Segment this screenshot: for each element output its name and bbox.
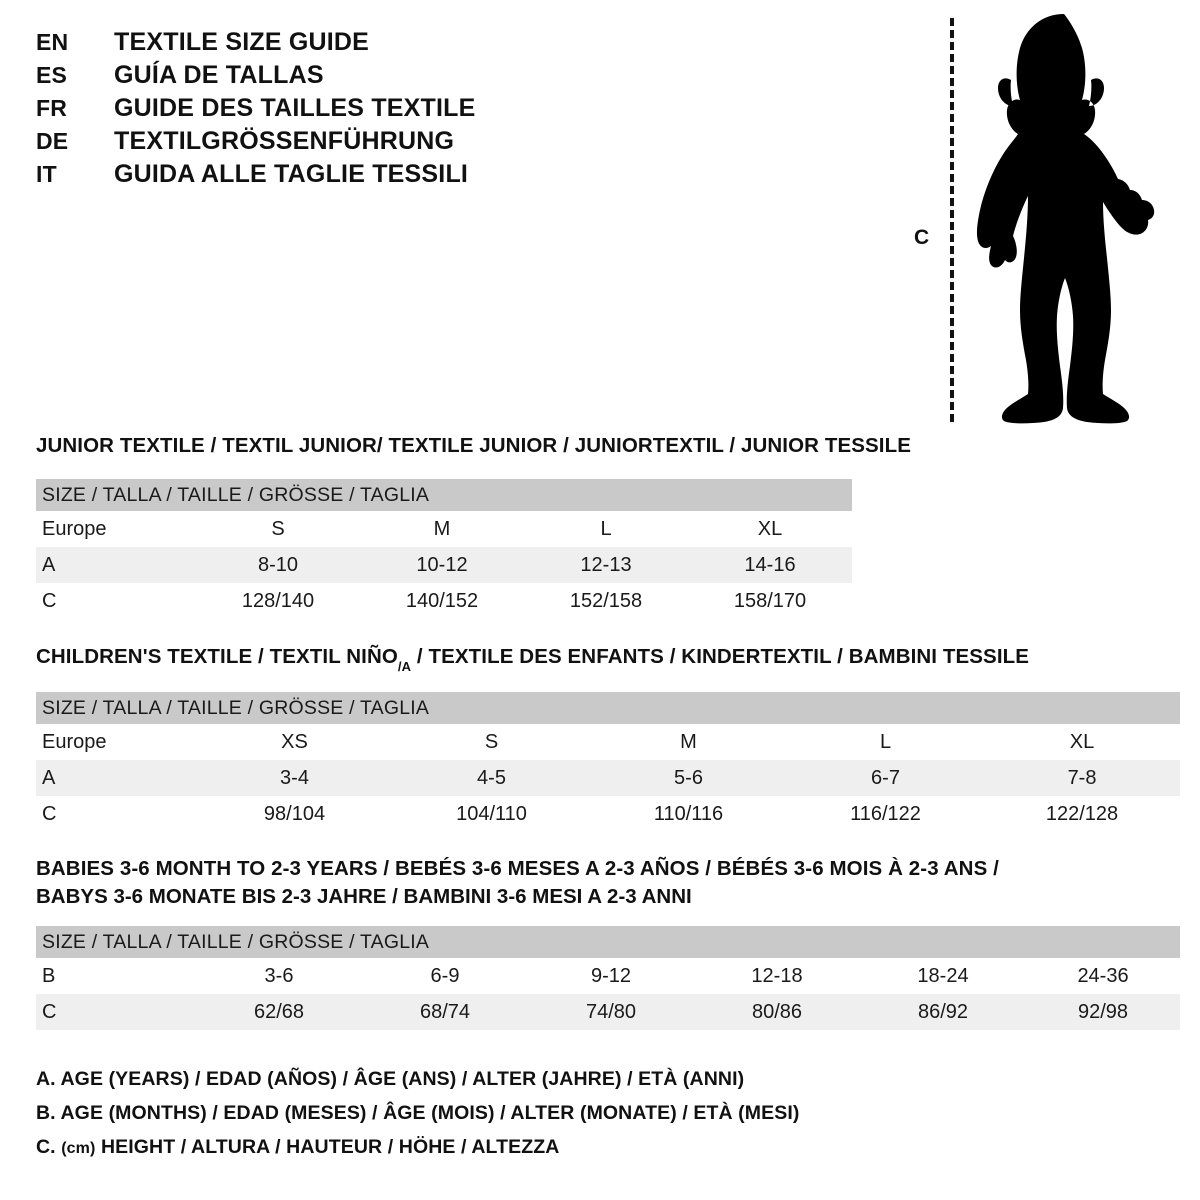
height-measure-label: C [914,226,930,249]
children-age-xl: 7-8 [984,760,1181,796]
children-height-l: 116/122 [787,796,984,832]
table-row: C 128/140 140/152 152/158 158/170 [36,583,852,619]
children-size-m: M [590,724,787,760]
table-row: B 3-6 6-9 9-12 12-18 18-24 24-36 [36,958,1181,994]
children-height-xs: 98/104 [196,796,393,832]
children-age-s: 4-5 [393,760,590,796]
language-row-it: IT GUIDA ALLE TAGLIE TESSILI [36,160,596,193]
language-row-en: EN TEXTILE SIZE GUIDE [36,28,596,61]
babies-section-heading-line2: BABYS 3-6 MONATE BIS 2-3 JAHRE / BAMBINI… [36,885,692,908]
table-row: A 3-4 4-5 5-6 6-7 7-8 [36,760,1181,796]
table-row: Europe S M L XL [36,511,852,547]
babies-table-band-row: SIZE / TALLA / TAILLE / GRÖSSE / TAGLIA [36,926,1181,958]
babies-age-3: 9-12 [528,958,694,994]
children-size-l: L [787,724,984,760]
children-height-xl: 122/128 [984,796,1181,832]
junior-height-xl: 158/170 [688,583,852,619]
babies-row-label-b: B [36,958,196,994]
children-age-m: 5-6 [590,760,787,796]
babies-section-heading-line1: BABIES 3-6 MONTH TO 2-3 YEARS / BEBÉS 3-… [36,857,999,880]
babies-age-1: 3-6 [196,958,362,994]
children-size-xs: XS [196,724,393,760]
language-title-en: TEXTILE SIZE GUIDE [114,28,370,56]
language-row-es: ES GUÍA DE TALLAS [36,61,596,94]
junior-section-heading: JUNIOR TEXTILE / TEXTIL JUNIOR/ TEXTILE … [36,434,911,457]
children-row-label-c: C [36,796,196,832]
legend-c-prefix: C. [36,1136,56,1158]
junior-row-label-c: C [36,583,196,619]
height-measurement-figure: C [900,10,1180,425]
babies-height-6: 92/98 [1026,994,1181,1030]
babies-age-5: 18-24 [860,958,1026,994]
junior-band-label: SIZE / TALLA / TAILLE / GRÖSSE / TAGLIA [36,479,852,511]
table-row: C 98/104 104/110 110/116 116/122 122/128 [36,796,1181,832]
junior-size-m: M [360,511,524,547]
children-row-label-europe: Europe [36,724,196,760]
junior-height-m: 140/152 [360,583,524,619]
legend-line-a: A. AGE (YEARS) / EDAD (AÑOS) / ÂGE (ANS)… [36,1068,745,1090]
children-row-label-a: A [36,760,196,796]
junior-row-label-europe: Europe [36,511,196,547]
children-age-xs: 3-4 [196,760,393,796]
babies-height-5: 86/92 [860,994,1026,1030]
children-band-label: SIZE / TALLA / TAILLE / GRÖSSE / TAGLIA [36,692,1181,724]
language-code-de: DE [36,128,69,154]
junior-age-xl: 14-16 [688,547,852,583]
legend-line-c: C. (cm) HEIGHT / ALTURA / HAUTEUR / HÖHE… [36,1136,799,1170]
language-title-es: GUÍA DE TALLAS [114,61,324,89]
babies-height-4: 80/86 [694,994,860,1030]
language-title-de: TEXTILGRÖSSENFÜHRUNG [114,127,455,155]
language-title-block: EN TEXTILE SIZE GUIDE ES GUÍA DE TALLAS … [36,28,596,193]
babies-row-label-c: C [36,994,196,1030]
language-code-it: IT [36,161,57,187]
babies-age-6: 24-36 [1026,958,1181,994]
babies-height-3: 74/80 [528,994,694,1030]
children-heading-pre: CHILDREN'S TEXTILE / TEXTIL NIÑO [36,645,398,668]
babies-size-table: SIZE / TALLA / TAILLE / GRÖSSE / TAGLIA … [36,926,1181,1030]
height-dashed-line [950,18,954,422]
junior-size-l: L [524,511,688,547]
legend-c-rest: HEIGHT / ALTURA / HAUTEUR / HÖHE / ALTEZ… [100,1136,560,1158]
legend-c-unit: (cm) [61,1140,96,1157]
children-height-s: 104/110 [393,796,590,832]
children-heading-post: / TEXTILE DES ENFANTS / KINDERTEXTIL / B… [411,645,1030,668]
table-row: C 62/68 68/74 74/80 80/86 86/92 92/98 [36,994,1181,1030]
children-table-band-row: SIZE / TALLA / TAILLE / GRÖSSE / TAGLIA [36,692,1181,724]
babies-height-2: 68/74 [362,994,528,1030]
junior-size-s: S [196,511,360,547]
legend-block: A. AGE (YEARS) / EDAD (AÑOS) / ÂGE (ANS)… [36,1068,799,1170]
children-size-table: SIZE / TALLA / TAILLE / GRÖSSE / TAGLIA … [36,692,1181,832]
junior-table-band-row: SIZE / TALLA / TAILLE / GRÖSSE / TAGLIA [36,479,852,511]
children-section-heading: CHILDREN'S TEXTILE / TEXTIL NIÑO/A / TEX… [36,645,1030,675]
language-code-fr: FR [36,95,68,121]
babies-band-label: SIZE / TALLA / TAILLE / GRÖSSE / TAGLIA [36,926,1181,958]
language-title-fr: GUIDE DES TAILLES TEXTILE [114,94,476,122]
table-row: Europe XS S M L XL [36,724,1181,760]
junior-height-l: 152/158 [524,583,688,619]
legend-line-b: B. AGE (MONTHS) / EDAD (MESES) / ÂGE (MO… [36,1102,800,1124]
language-code-en: EN [36,29,69,55]
language-title-it: GUIDA ALLE TAGLIE TESSILI [114,160,469,188]
children-heading-sub: /A [397,659,412,675]
junior-size-xl: XL [688,511,852,547]
babies-age-2: 6-9 [362,958,528,994]
table-row: A 8-10 10-12 12-13 14-16 [36,547,852,583]
junior-age-l: 12-13 [524,547,688,583]
children-height-m: 110/116 [590,796,787,832]
junior-age-m: 10-12 [360,547,524,583]
language-row-fr: FR GUIDE DES TAILLES TEXTILE [36,94,596,127]
junior-row-label-a: A [36,547,196,583]
junior-age-s: 8-10 [196,547,360,583]
children-size-s: S [393,724,590,760]
language-row-de: DE TEXTILGRÖSSENFÜHRUNG [36,127,596,160]
children-size-xl: XL [984,724,1181,760]
child-silhouette-icon [976,14,1155,424]
children-age-l: 6-7 [787,760,984,796]
language-code-es: ES [36,62,68,88]
junior-size-table: SIZE / TALLA / TAILLE / GRÖSSE / TAGLIA … [36,479,852,619]
junior-height-s: 128/140 [196,583,360,619]
babies-height-1: 62/68 [196,994,362,1030]
babies-age-4: 12-18 [694,958,860,994]
